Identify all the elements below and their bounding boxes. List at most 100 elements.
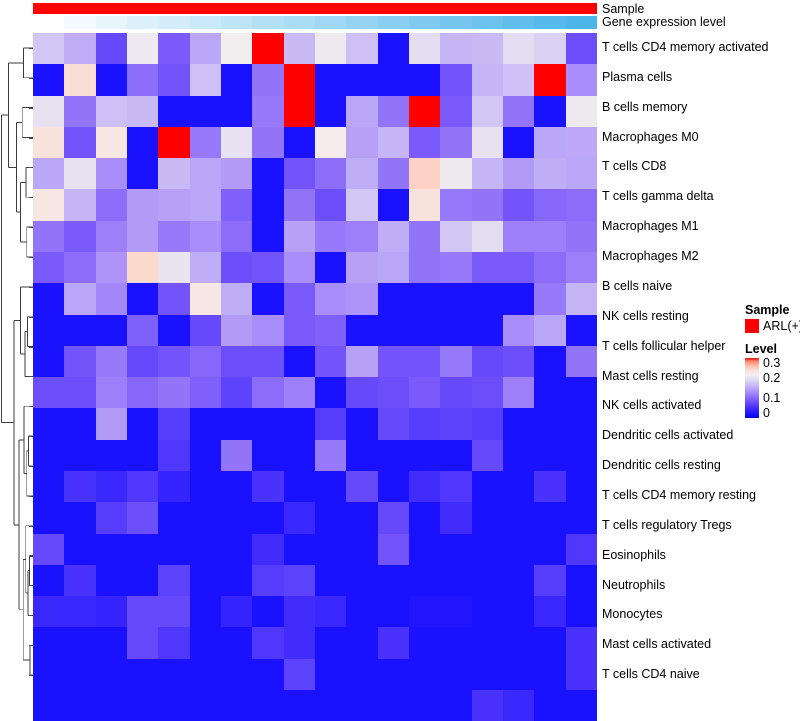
heatmap-cell: [220, 502, 253, 534]
heatmap-cell: [283, 220, 315, 252]
heatmap-cell: [440, 658, 472, 690]
heatmap-cell: [408, 533, 441, 565]
heatmap-row: [33, 283, 597, 315]
heatmap-cell: [252, 283, 284, 315]
row-tick: [29, 585, 33, 586]
heatmap-cell: [314, 64, 347, 96]
row-label: T cells CD4 memory resting: [602, 487, 756, 502]
gene-expression-annotation-cell: [95, 16, 127, 29]
heatmap-cell: [220, 64, 253, 96]
heatmap-cell: [502, 345, 535, 378]
heatmap-cell: [252, 33, 284, 65]
heatmap-cell: [314, 33, 347, 65]
heatmap-row: [33, 502, 597, 534]
heatmap-cell: [126, 95, 159, 127]
heatmap-cell: [126, 189, 159, 221]
heatmap-cell: [502, 377, 535, 409]
heatmap-cell: [314, 439, 347, 471]
row-label: Dendritic cells resting: [602, 458, 721, 473]
heatmap-cell: [346, 345, 378, 378]
row-tick: [29, 108, 33, 109]
heatmap-cell: [565, 189, 597, 221]
heatmap-cell: [408, 189, 441, 221]
heatmap-cell: [252, 658, 284, 690]
heatmap-cell: [220, 33, 253, 65]
heatmap-cell: [126, 126, 159, 159]
heatmap-cell: [64, 470, 96, 503]
heatmap-cell: [220, 251, 253, 284]
level-legend-tick-label: 0: [763, 406, 770, 420]
heatmap-row: [33, 126, 597, 159]
heatmap-cell: [283, 470, 315, 503]
heatmap-cell: [283, 627, 315, 659]
heatmap-cell: [471, 470, 503, 503]
heatmap-cell: [189, 470, 221, 503]
heatmap-row: [33, 439, 597, 471]
row-label: T cells follicular helper: [602, 338, 726, 353]
heatmap-cell: [471, 158, 503, 190]
heatmap-cell: [158, 220, 190, 252]
heatmap-cell: [283, 314, 315, 346]
heatmap-cell: [283, 439, 315, 471]
heatmap-cell: [252, 126, 284, 159]
heatmap-cell: [565, 627, 597, 659]
level-legend-colorbar: [745, 358, 759, 418]
row-label: Monocytes: [602, 607, 663, 622]
heatmap-cell: [534, 564, 566, 597]
heatmap-cell: [33, 64, 65, 96]
row-tick: [29, 138, 33, 139]
heatmap-cell: [158, 189, 190, 221]
heatmap-cell: [64, 64, 96, 96]
heatmap-cell: [126, 345, 159, 378]
heatmap-cell: [95, 33, 127, 65]
heatmap-cell: [377, 251, 409, 284]
heatmap-cell: [64, 189, 96, 221]
heatmap-cell: [252, 314, 284, 346]
row-label: T cells CD4 naive: [602, 667, 700, 682]
heatmap-cell: [252, 251, 284, 284]
heatmap-cell: [502, 627, 535, 659]
heatmap-cell: [189, 564, 221, 597]
heatmap-cell: [440, 689, 472, 721]
heatmap-cell: [408, 470, 441, 503]
heatmap-cell: [377, 502, 409, 534]
heatmap-cell: [189, 502, 221, 534]
heatmap-cell: [534, 283, 566, 315]
heatmap-cell: [502, 189, 535, 221]
heatmap-cell: [126, 439, 159, 471]
heatmap-cell: [95, 470, 127, 503]
heatmap-cell: [126, 502, 159, 534]
heatmap-cell: [346, 689, 378, 721]
heatmap-cell: [252, 95, 284, 127]
heatmap-row: [33, 64, 597, 96]
heatmap-cell: [220, 408, 253, 440]
heatmap-cell: [377, 220, 409, 252]
heatmap-cell: [440, 439, 472, 471]
heatmap-cell: [314, 408, 347, 440]
heatmap-cell: [33, 158, 65, 190]
heatmap-cell: [283, 377, 315, 409]
sample-annotation-cell: [220, 3, 253, 14]
heatmap-cell: [189, 33, 221, 65]
heatmap-cell: [283, 189, 315, 221]
heatmap-cell: [408, 33, 441, 65]
gene-expression-annotation-cells: [33, 16, 597, 29]
heatmap-cell: [502, 596, 535, 628]
heatmap-cell: [377, 64, 409, 96]
heatmap-cell: [189, 627, 221, 659]
row-label: T cells gamma delta: [602, 189, 714, 204]
heatmap-cell: [126, 470, 159, 503]
heatmap-cell: [220, 533, 253, 565]
heatmap-cell: [95, 95, 127, 127]
row-label: Eosinophils: [602, 547, 666, 562]
heatmap-cell: [189, 314, 221, 346]
row-tick: [29, 406, 33, 407]
sample-annotation-cell: [502, 3, 535, 14]
heatmap-cell: [33, 251, 65, 284]
heatmap-cell: [377, 314, 409, 346]
heatmap-cell: [95, 126, 127, 159]
heatmap-cell: [534, 596, 566, 628]
row-label: T cells CD4 memory activated: [602, 40, 769, 54]
heatmap-cell: [440, 189, 472, 221]
heatmap-cell: [95, 220, 127, 252]
